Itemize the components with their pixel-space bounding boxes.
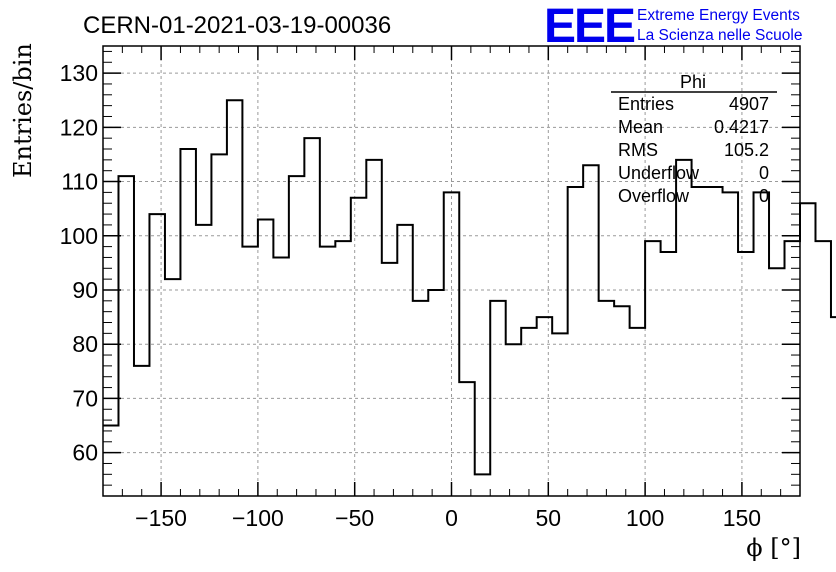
- logo-line-1: Extreme Energy Events: [637, 7, 800, 24]
- stats-label-overflow: Overflow: [618, 186, 690, 206]
- y-tick-label: 120: [60, 114, 98, 140]
- y-tick-label: 70: [72, 385, 98, 411]
- y-tick-label: 60: [72, 440, 98, 466]
- stats-value-rms: 105.2: [724, 140, 769, 160]
- stats-value-overflow: 0: [759, 186, 769, 206]
- x-tick-label: −150: [135, 505, 187, 531]
- y-tick-label: 90: [72, 277, 98, 303]
- stats-label-entries: Entries: [618, 94, 674, 114]
- stats-value-underflow: 0: [759, 163, 769, 183]
- stats-box: Phi Entries 4907 Mean 0.4217 RMS 105.2 U…: [611, 72, 777, 206]
- histogram-steps: [103, 99, 836, 476]
- logo-line-2: La Scienza nelle Scuole: [637, 27, 802, 44]
- stats-label-mean: Mean: [618, 117, 663, 137]
- y-tick-label: 80: [72, 331, 98, 357]
- x-tick-label: 0: [445, 505, 458, 531]
- y-tick-label: 130: [60, 60, 98, 86]
- y-tick-label: 110: [61, 169, 98, 195]
- x-tick-label: −100: [232, 505, 284, 531]
- eee-logo: EEE Extreme Energy Events La Scienza nel…: [544, 0, 802, 53]
- histogram-series: [103, 99, 836, 476]
- stats-label-rms: RMS: [618, 140, 658, 160]
- logo-mark: EEE: [544, 0, 635, 53]
- stats-label-underflow: Underflow: [618, 163, 700, 183]
- stats-value-entries: 4907: [729, 94, 769, 114]
- stats-value-mean: 0.4217: [714, 117, 769, 137]
- x-tick-label: 150: [723, 505, 761, 531]
- x-tick-label: 100: [626, 505, 664, 531]
- y-tick-label: 100: [60, 223, 98, 249]
- x-tick-label: 50: [536, 505, 562, 531]
- axes: −150 −100 −50 0 50 100 150 60 70 80 90 100 110 120 130: [60, 45, 801, 531]
- grid: [103, 46, 800, 496]
- y-axis-label: Entries/bin: [9, 43, 37, 178]
- x-tick-label: −50: [335, 505, 374, 531]
- chart-title: CERN-01-2021-03-19-00036: [83, 12, 391, 39]
- stats-title: Phi: [680, 72, 706, 92]
- x-axis-label: ϕ [°]: [746, 534, 801, 562]
